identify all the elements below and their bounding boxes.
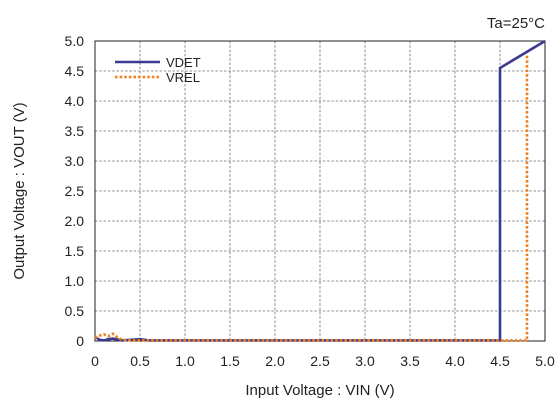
y-tick-label: 3.5 bbox=[65, 123, 85, 139]
y-tick-label: 1.0 bbox=[65, 273, 85, 289]
temperature-annotation: Ta=25°C bbox=[487, 15, 545, 32]
series-line-vrel bbox=[94, 54, 529, 342]
x-tick-label: 0 bbox=[91, 353, 99, 369]
legend: VDET VREL bbox=[115, 55, 201, 85]
y-tick-label: 0.5 bbox=[65, 303, 85, 319]
y-tick-label: 3.0 bbox=[65, 153, 85, 169]
legend-label-vrel: VREL bbox=[166, 70, 200, 85]
y-tick-label: 1.5 bbox=[65, 243, 85, 259]
x-axis-label: Input Voltage : VIN (V) bbox=[245, 382, 394, 399]
x-tick-label: 3.0 bbox=[355, 353, 375, 369]
y-tick-label: 2.0 bbox=[65, 213, 85, 229]
series-line-vdet bbox=[94, 39, 546, 342]
grid bbox=[95, 41, 545, 341]
x-tick-label: 4.5 bbox=[490, 353, 510, 369]
y-tick-label: 2.5 bbox=[65, 183, 85, 199]
x-tick-label: 0.5 bbox=[130, 353, 150, 369]
x-tick-label: 5.0 bbox=[535, 353, 555, 369]
x-tick-label: 2.5 bbox=[310, 353, 330, 369]
x-tick-label: 1.5 bbox=[220, 353, 240, 369]
x-axis-ticks: 0 0.5 1.0 1.5 2.0 2.5 3.0 3.5 4.0 4.5 5.0 bbox=[91, 353, 555, 369]
y-tick-label: 4.0 bbox=[65, 93, 85, 109]
y-tick-label: 5.0 bbox=[65, 33, 85, 49]
x-tick-label: 3.5 bbox=[400, 353, 420, 369]
y-axis-ticks: 0 0.5 1.0 1.5 2.0 2.5 3.0 3.5 4.0 4.5 5.0 bbox=[65, 33, 85, 349]
legend-label-vdet: VDET bbox=[166, 55, 201, 70]
x-tick-label: 2.0 bbox=[265, 353, 285, 369]
y-tick-label: 0 bbox=[76, 333, 84, 349]
y-axis-label: Output Voltage : VOUT (V) bbox=[11, 102, 28, 279]
x-tick-label: 1.0 bbox=[175, 353, 195, 369]
y-tick-label: 4.5 bbox=[65, 63, 85, 79]
x-tick-label: 4.0 bbox=[445, 353, 465, 369]
series-group bbox=[94, 39, 546, 342]
